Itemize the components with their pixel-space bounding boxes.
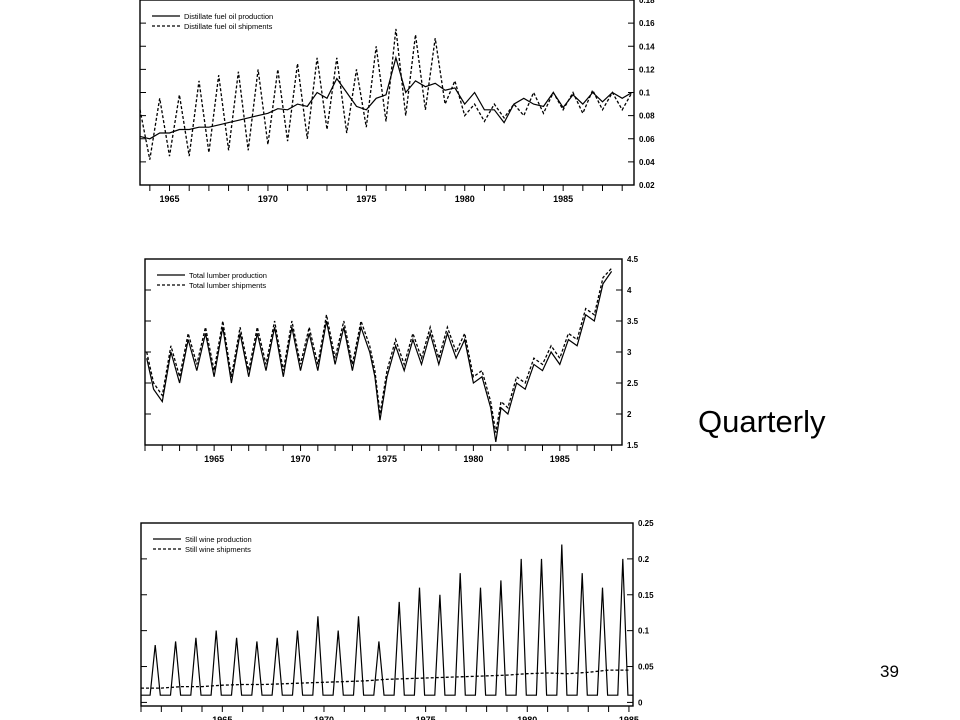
y-tick-label: 4.5 bbox=[627, 255, 639, 264]
y-tick-label: 3.5 bbox=[627, 317, 639, 326]
x-tick-label: 1970 bbox=[258, 194, 278, 204]
y-tick-label: 1.5 bbox=[627, 441, 639, 450]
series-line bbox=[139, 55, 633, 140]
y-tick-label: 0.08 bbox=[639, 112, 655, 121]
x-tick-label: 1970 bbox=[314, 715, 334, 720]
y-tick-label: 0.16 bbox=[639, 19, 655, 28]
x-tick-label: 1965 bbox=[160, 194, 180, 204]
y-tick-label: 0.12 bbox=[639, 65, 655, 74]
x-tick-label: 1965 bbox=[204, 454, 224, 464]
x-tick-label: 1975 bbox=[416, 715, 436, 720]
x-tick-label: 1975 bbox=[377, 454, 397, 464]
y-tick-label: 0.25 bbox=[638, 519, 654, 528]
legend-label: Distillate fuel oil shipments bbox=[184, 22, 273, 31]
x-tick-label: 1985 bbox=[619, 715, 639, 720]
y-tick-label: 0.15 bbox=[638, 591, 654, 600]
legend-label: Distillate fuel oil production bbox=[184, 12, 273, 21]
y-tick-label: 0.1 bbox=[638, 627, 650, 636]
x-tick-label: 1970 bbox=[291, 454, 311, 464]
y-tick-label: 0.02 bbox=[639, 181, 655, 190]
x-tick-label: 1985 bbox=[550, 454, 570, 464]
y-tick-label: 0.14 bbox=[639, 42, 655, 51]
series-line bbox=[141, 669, 629, 689]
legend-label: Still wine shipments bbox=[185, 545, 251, 554]
y-tick-label: 0.05 bbox=[638, 663, 654, 672]
series-line bbox=[146, 267, 613, 433]
legend-label: Total lumber shipments bbox=[189, 281, 266, 290]
x-tick-label: 1975 bbox=[356, 194, 376, 204]
y-tick-label: 0.18 bbox=[639, 0, 655, 5]
legend-label: Still wine production bbox=[185, 535, 252, 544]
series-line bbox=[139, 28, 633, 160]
x-tick-label: 1985 bbox=[553, 194, 573, 204]
x-tick-label: 1965 bbox=[212, 715, 232, 720]
y-tick-label: 0.2 bbox=[638, 555, 650, 564]
plot-frame-2 bbox=[140, 522, 634, 707]
y-tick-label: 0.06 bbox=[639, 135, 655, 144]
x-tick-label: 1980 bbox=[463, 454, 483, 464]
y-tick-label: 0.04 bbox=[639, 158, 655, 167]
y-tick-label: 0 bbox=[638, 698, 643, 707]
y-tick-label: 2.5 bbox=[627, 379, 639, 388]
series-line bbox=[146, 271, 613, 442]
series-line bbox=[141, 544, 633, 696]
x-tick-label: 1980 bbox=[517, 715, 537, 720]
side-label: Quarterly bbox=[698, 404, 826, 439]
page-number: 39 bbox=[880, 662, 899, 681]
x-tick-label: 1980 bbox=[455, 194, 475, 204]
y-tick-label: 4 bbox=[627, 286, 632, 295]
y-tick-label: 0.1 bbox=[639, 89, 651, 98]
legend-label: Total lumber production bbox=[189, 271, 267, 280]
y-tick-label: 2 bbox=[627, 410, 632, 419]
y-tick-label: 3 bbox=[627, 348, 632, 357]
